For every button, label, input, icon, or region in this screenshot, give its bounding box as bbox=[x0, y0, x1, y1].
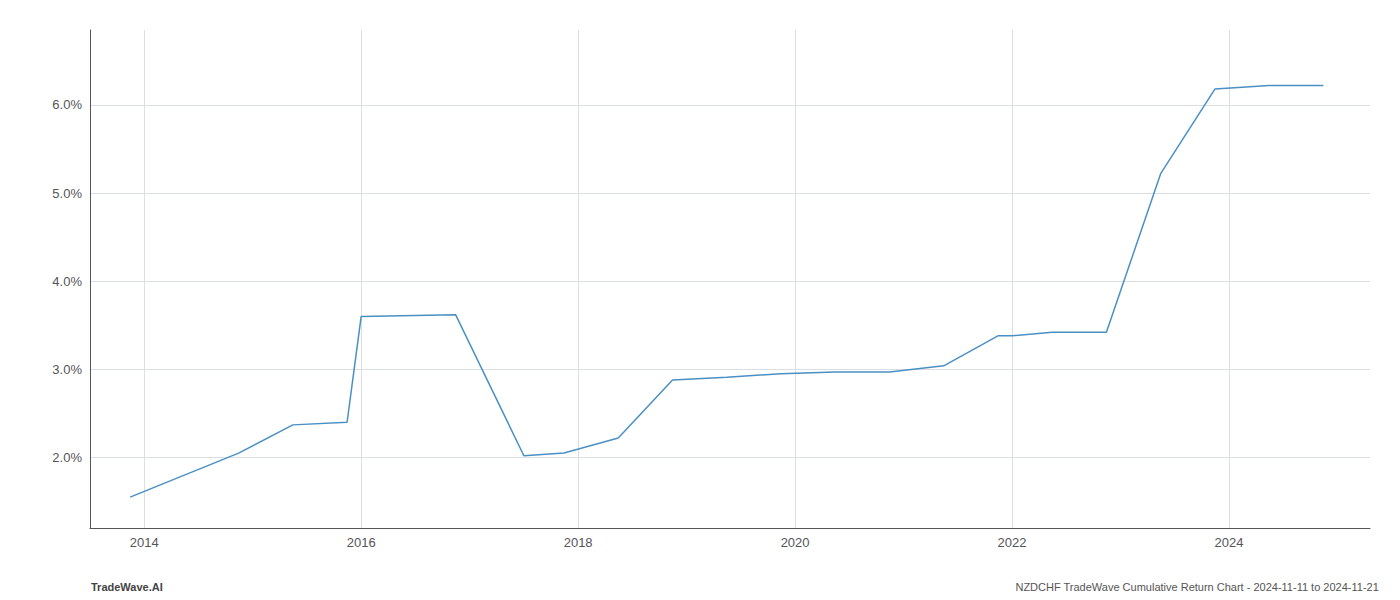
svg-text:2018: 2018 bbox=[564, 535, 593, 550]
svg-text:TradeWave.AI: TradeWave.AI bbox=[91, 581, 163, 593]
svg-text:2.0%: 2.0% bbox=[52, 450, 82, 465]
svg-text:2020: 2020 bbox=[781, 535, 810, 550]
svg-text:5.0%: 5.0% bbox=[52, 186, 82, 201]
svg-text:NZDCHF TradeWave Cumulative Re: NZDCHF TradeWave Cumulative Return Chart… bbox=[1015, 581, 1378, 593]
svg-text:2022: 2022 bbox=[998, 535, 1027, 550]
svg-text:2014: 2014 bbox=[130, 535, 159, 550]
svg-text:2024: 2024 bbox=[1215, 535, 1244, 550]
svg-text:2016: 2016 bbox=[347, 535, 376, 550]
svg-text:3.0%: 3.0% bbox=[52, 362, 82, 377]
svg-text:4.0%: 4.0% bbox=[52, 274, 82, 289]
svg-text:6.0%: 6.0% bbox=[52, 97, 82, 112]
